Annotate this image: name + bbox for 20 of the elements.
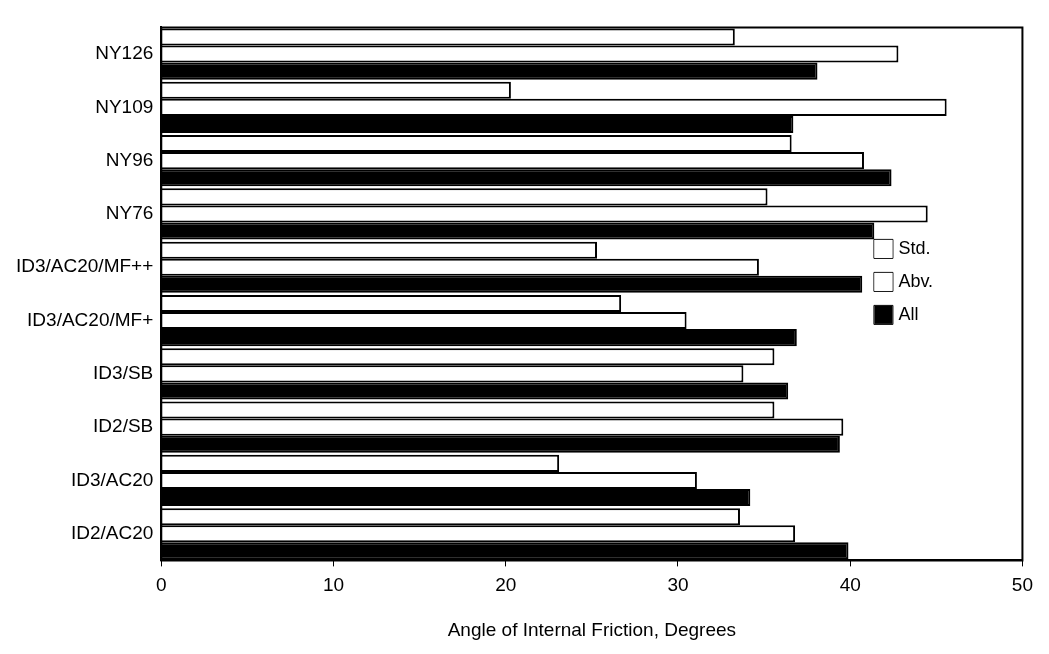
x-tick-label: 20 (495, 574, 517, 596)
legend-label: Abv. (898, 270, 934, 291)
y-tick-label: ID3/SB (93, 362, 154, 384)
x-tick-label: 40 (839, 574, 861, 596)
y-tick-label: NY76 (105, 202, 154, 224)
y-tick-label: NY126 (95, 42, 154, 64)
y-tick-label: NY96 (105, 148, 154, 170)
y-tick-label: ID2/SB (93, 415, 154, 437)
x-tick-label: 50 (1011, 574, 1033, 596)
x-tick-label: 10 (322, 574, 345, 596)
y-tick-label: ID2/AC20 (70, 521, 154, 543)
x-axis-title: Angle of Internal Friction, Degrees (447, 618, 737, 640)
x-tick-label: 0 (155, 574, 167, 596)
y-tick-label: ID3/AC20/MF+ (27, 308, 154, 330)
y-tick-label: ID3/AC20/MF++ (16, 255, 154, 277)
y-tick-label: ID3/AC20 (70, 468, 154, 490)
y-tick-label: NY109 (95, 95, 154, 117)
legend-label: Std. (898, 237, 931, 258)
x-tick-label: 30 (667, 574, 689, 596)
legend-label: All (898, 303, 919, 324)
